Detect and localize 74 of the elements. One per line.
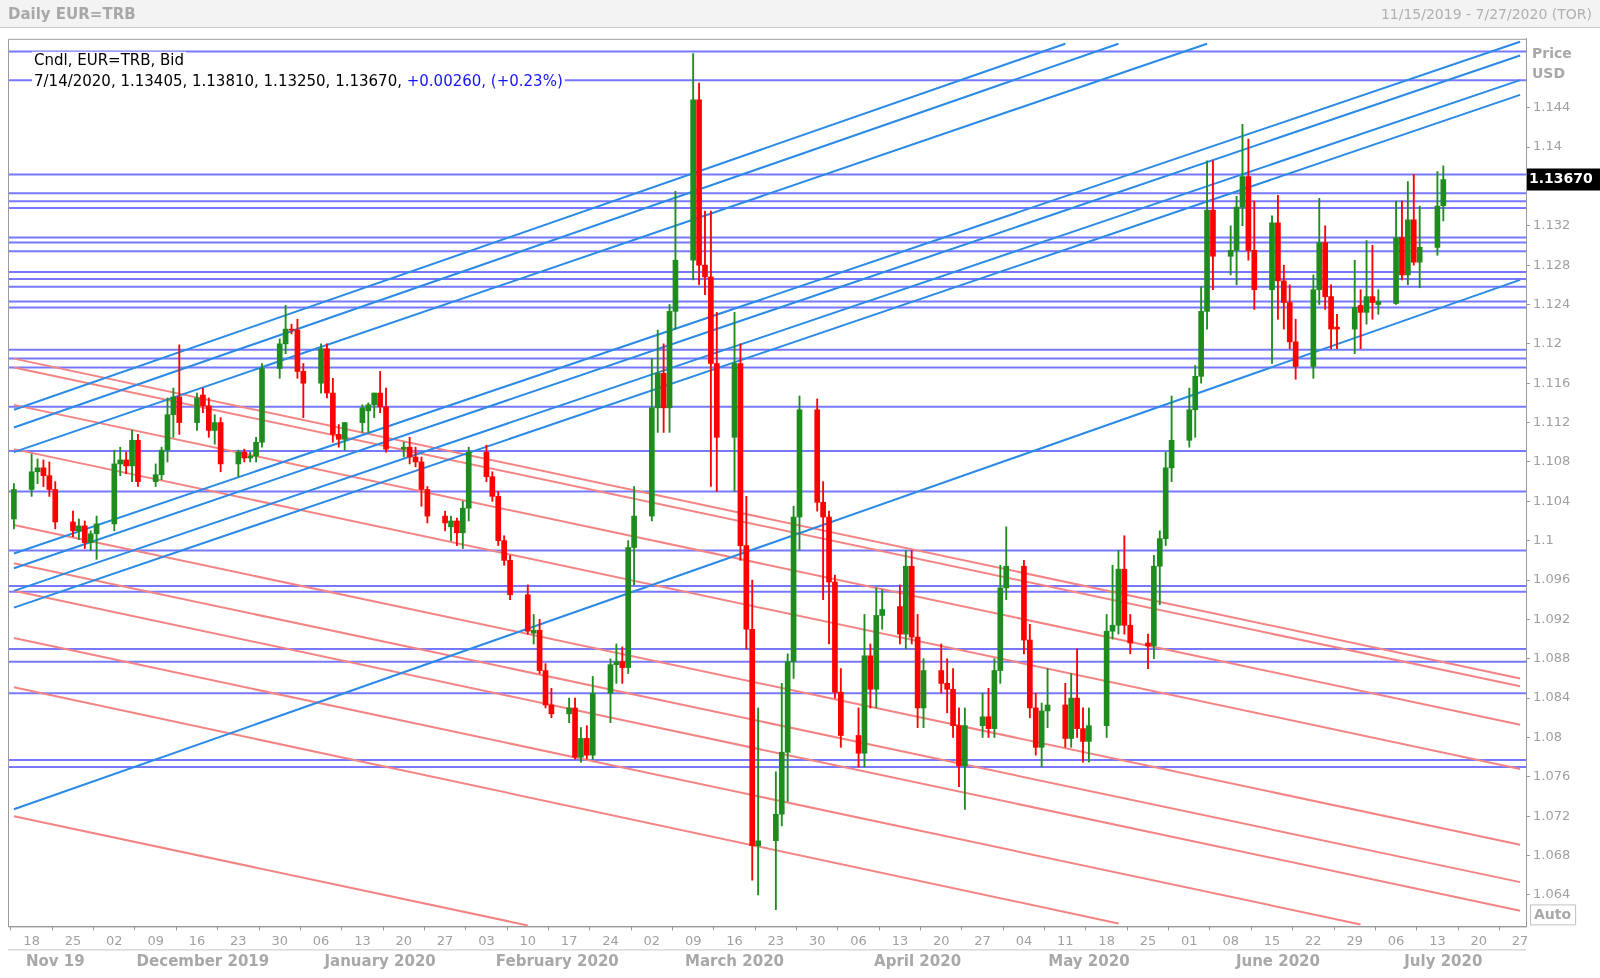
x-tick-label: 13 [891,932,909,948]
x-tick-label: 23 [767,932,785,948]
x-tick-label: 04 [1015,932,1033,948]
x-tick-label: 20 [395,932,413,948]
y-tick-label: 1.12 [1533,335,1562,351]
x-tick-label: 29 [1346,932,1363,948]
x-tick-label: 27 [974,932,991,948]
annotation: +0.00260, (+0.23%) [406,71,563,90]
y-tick-label: 1.1 [1533,532,1554,548]
x2-tick-label: Nov 19 [25,952,85,971]
x-tick-label: 25 [64,932,82,948]
y-tick-label: 1.08 [1533,728,1562,744]
text: 1.13670 [1529,170,1594,187]
x-tick-label: 06 [312,932,330,948]
x-tick-label: 03 [478,932,495,948]
y-tick-label: 1.068 [1533,846,1571,862]
x2-tick-label: February 2020 [495,952,619,971]
chart-title: Daily EUR=TRB [8,5,136,23]
x-tick-label: 02 [106,932,123,948]
y-tick-label: 1.128 [1533,256,1571,272]
x-tick-label: 27 [1511,932,1529,948]
x-tick-label: 09 [147,932,164,948]
x-tick-label: 24 [602,932,619,948]
x-tick-label: 09 [684,932,702,948]
x-tick-label: 13 [1429,932,1446,948]
x-tick-label: 16 [188,932,206,948]
x2-tick-label: July 2020 [1403,952,1483,971]
y-tick-label: 1.076 [1533,768,1571,784]
y-axis-title: Price USD [1532,43,1573,83]
x-tick-label: 22 [1305,932,1322,948]
x-tick-label: 06 [850,932,867,948]
x-tick-label: 02 [643,932,661,948]
text: Auto [1534,906,1572,923]
x2-tick-label: April 2020 [874,952,962,971]
x-tick-label: 01 [1181,932,1198,948]
y-tick-label: 1.088 [1533,650,1571,666]
y-tick-label: 1.14 [1533,138,1562,154]
x-tick-label: 25 [1139,932,1157,948]
y-tick-label: 1.144 [1533,99,1571,115]
x-tick-label: 30 [808,932,826,948]
y-tick-label: 1.096 [1533,571,1571,587]
y-tick-label: 1.116 [1533,374,1571,390]
y-tick-label: 1.112 [1533,413,1571,429]
x-tick-label: 10 [519,932,537,948]
x-tick-label: 15 [1263,932,1281,948]
x2-tick-label: June 2020 [1234,952,1320,971]
x-tick-label: 20 [932,932,950,948]
x-tick-label: 11 [1057,932,1074,948]
x-tick-label: 18 [1098,932,1115,948]
x2-tick-label: January 2020 [323,952,436,971]
y-tick-label: 1.064 [1533,886,1571,902]
text: 11/15/2019 - 7/27/2020 (TOR) [1380,6,1592,22]
y-tick-label: 1.132 [1533,217,1571,233]
y-tick-label: 1.092 [1533,610,1571,626]
y-tick-label: 1.104 [1533,492,1571,508]
y-tick-label: 1.108 [1533,453,1571,469]
x-tick-label: 13 [354,932,371,948]
x-tick-label: 27 [436,932,454,948]
annotation: 7/14/2020, 1.13405, 1.13810, 1.13250, 1.13670, [34,71,402,90]
x-tick-label: 16 [726,932,743,948]
x-tick-label: 06 [1387,932,1405,948]
x-tick-label: 20 [1470,932,1488,948]
x2-tick-label: March 2020 [685,952,785,971]
annotation: Cndl, EUR=TRB, Bid [34,50,185,69]
x-tick-label: 18 [23,932,40,948]
y-tick-label: 1.072 [1533,807,1571,823]
x2-tick-label: December 2019 [136,952,270,971]
x-tick-label: 23 [230,932,247,948]
x2-tick-label: May 2020 [1048,952,1130,971]
x-tick-label: 30 [271,932,288,948]
y-tick-label: 1.124 [1533,295,1571,311]
x-tick-label: 17 [560,932,578,948]
x-tick-label: 08 [1222,932,1239,948]
y-tick-label: 1.084 [1533,689,1571,705]
